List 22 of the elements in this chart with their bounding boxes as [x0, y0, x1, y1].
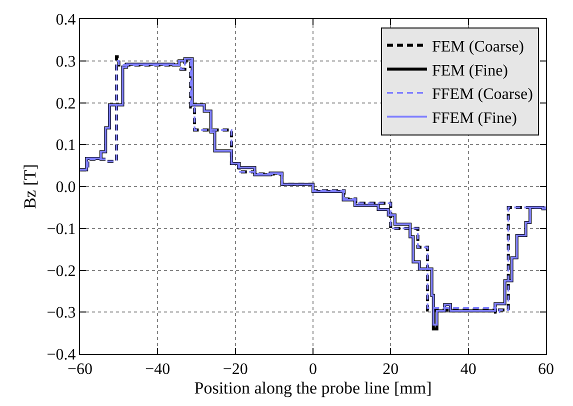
legend-label: FEM (Fine) [432, 62, 508, 80]
y-tick-label: 0.0 [56, 179, 76, 196]
x-tick-label: 40 [460, 361, 476, 378]
legend-label: FFEM (Coarse) [432, 86, 533, 104]
legend-label: FFEM (Fine) [432, 110, 517, 127]
x-tick-label: −60 [67, 361, 93, 378]
y-tick-label: −0.2 [46, 262, 76, 280]
y-tick-label: −0.3 [46, 304, 76, 322]
y-axis-title: Bz [T] [20, 164, 40, 209]
y-tick-label: 0.3 [56, 53, 76, 70]
x-tick-label: −20 [222, 361, 248, 378]
y-tick-label: −0.4 [46, 346, 76, 364]
y-tick-label: 0.1 [56, 137, 76, 154]
y-tick-label: 0.2 [56, 95, 76, 112]
x-tick-label: 0 [309, 361, 317, 378]
x-tick-label: 60 [538, 361, 554, 378]
x-tick-label: −40 [145, 361, 170, 378]
y-tick-label: 0.4 [56, 12, 76, 29]
x-axis-title: Position along the probe line [mm] [194, 378, 432, 398]
legend-label: FEM (Coarse) [432, 38, 524, 56]
y-tick-label: −0.1 [46, 220, 76, 238]
x-tick-label: 20 [382, 361, 399, 378]
